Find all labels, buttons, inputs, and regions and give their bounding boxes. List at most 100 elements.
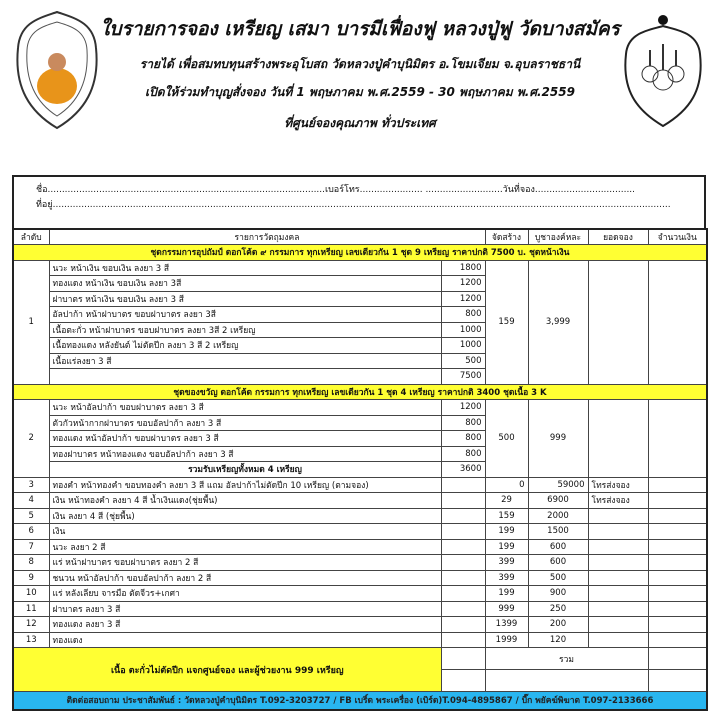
col-header-amount: จำนวนเงิน bbox=[647, 228, 708, 245]
col-header-no: ลำดับ bbox=[12, 228, 50, 245]
amount-input[interactable] bbox=[647, 585, 708, 602]
set-item-row: ทองแดง หน้าเงิน ขอบเงิน ลงยา 3สี 1200 bbox=[13, 275, 707, 292]
row-number: 9 bbox=[12, 569, 50, 586]
amount-input[interactable] bbox=[647, 476, 708, 493]
row-number: 2 bbox=[12, 399, 50, 478]
item-name bbox=[48, 368, 442, 385]
item-name: นวะ ลงยา 2 สี bbox=[48, 538, 442, 555]
table-row: 3 ทองคำ หน้าทองคำ ขอบทองคำ ลงยา 3 สี แถม … bbox=[12, 476, 708, 493]
amount-input[interactable] bbox=[647, 507, 708, 524]
booked-input[interactable] bbox=[587, 554, 649, 571]
col-header-item: รายการวัตถุมงคล bbox=[48, 228, 486, 245]
group2-banner-row: ชุดของขวัญ ดอกโค้ด กรรมการ ทุกเหรียญ เลข… bbox=[12, 383, 708, 400]
empty-cell bbox=[440, 476, 486, 493]
amount-input[interactable] bbox=[647, 616, 708, 633]
amount-input[interactable] bbox=[647, 399, 708, 478]
free-coin-note: เนื้อ ตะกั่วไม่ตัดปีก แจกศูนย์จอง และผู้… bbox=[12, 647, 442, 692]
booked-input[interactable] bbox=[587, 569, 649, 586]
booked-input[interactable] bbox=[587, 600, 649, 617]
row-number: 5 bbox=[12, 507, 50, 524]
contact-row: ติดต่อสอบถาม ประชาสัมพันธ์ : วัดหลวงปู่ค… bbox=[12, 691, 708, 710]
item-name: เนื้อตะกั่ว หน้าฝาบาตร ขอบฝาบาตร ลงยา 3ส… bbox=[48, 321, 442, 338]
empty-cell bbox=[440, 585, 486, 602]
amount-input[interactable] bbox=[647, 569, 708, 586]
set-item-row: 1 นวะ หน้าเงิน ขอบเงิน ลงยา 3 สี 1800 159 3,… bbox=[12, 259, 708, 385]
address-field[interactable]: ที่อยู่.................................… bbox=[36, 200, 671, 210]
set-price: 999 bbox=[527, 399, 589, 478]
made-quantity: 500 bbox=[484, 399, 529, 478]
booked-input[interactable]: โทรส่งจอง bbox=[587, 492, 649, 509]
row-number: 6 bbox=[12, 523, 50, 540]
item-name: ชนวน หน้าอัลปาก้า ขอบอัลปาก้า ลงยา 2 สี bbox=[48, 569, 442, 586]
item-name: ทองแดง หน้าเงิน ขอบเงิน ลงยา 3สี bbox=[48, 275, 442, 292]
item-value: 800 bbox=[440, 430, 486, 447]
table-row: 10 แร่ หลังเลียบ จารมือ ตัดจีวร+เกศา 199 90… bbox=[12, 585, 708, 602]
amount-input[interactable] bbox=[647, 523, 708, 540]
row-number: 13 bbox=[12, 631, 50, 648]
empty-cell bbox=[440, 616, 486, 633]
item-price: 250 bbox=[527, 600, 589, 617]
item-price: 600 bbox=[527, 554, 589, 571]
row-number: 8 bbox=[12, 554, 50, 571]
item-value: 1200 bbox=[440, 275, 486, 292]
booked-input[interactable]: โทรส่งจอง bbox=[587, 476, 649, 493]
made-quantity: 999 bbox=[484, 600, 529, 617]
booked-input[interactable] bbox=[587, 523, 649, 540]
amount-input[interactable] bbox=[647, 600, 708, 617]
made-quantity: 399 bbox=[484, 569, 529, 586]
item-name: ทองฝาบาตร หน้าทองแดง ขอบอัลปาก้า ลงยา 3 … bbox=[48, 445, 442, 462]
booked-input[interactable] bbox=[587, 616, 649, 633]
set-banner: ชุดกรรมการอุปถัมป์ ดอกโค้ด ๙ กรรมการ ทุก… bbox=[12, 244, 708, 261]
set-item-row: 2 นวะ หน้าอัลปาก้า ขอบฝาบาตร ลงยา 3 สี 120… bbox=[12, 399, 708, 478]
empty-cell bbox=[440, 554, 486, 571]
amount-input[interactable] bbox=[647, 631, 708, 648]
group1-banner-row: ชุดกรรมการอุปถัมป์ ดอกโค้ด ๙ กรรมการ ทุก… bbox=[12, 244, 708, 261]
booked-input[interactable] bbox=[587, 538, 649, 555]
item-value: 1000 bbox=[440, 321, 486, 338]
table-row: 9 ชนวน หน้าอัลปาก้า ขอบอัลปาก้า ลงยา 2 สี… bbox=[12, 569, 708, 586]
table-row: 4 เงิน หน้าทองคำ ลงยา 4 สี น้ำเงินแดง(ชุ่… bbox=[12, 492, 708, 509]
empty-cell bbox=[440, 669, 486, 692]
amount-input[interactable] bbox=[647, 259, 708, 385]
table-row: 7 นวะ ลงยา 2 สี 199 600 bbox=[12, 538, 708, 555]
made-quantity: 1399 bbox=[484, 616, 529, 633]
table-row: 6 เงิน 199 1500 bbox=[12, 523, 708, 540]
booked-input[interactable] bbox=[587, 507, 649, 524]
set-banner: ชุดของขวัญ ดอกโค้ด กรรมการ ทุกเหรียญ เลข… bbox=[12, 383, 708, 400]
made-quantity: 159 bbox=[484, 507, 529, 524]
amount-input[interactable] bbox=[647, 492, 708, 509]
item-price: 120 bbox=[527, 631, 589, 648]
total-amount-input[interactable] bbox=[647, 647, 708, 670]
made-quantity: 29 bbox=[484, 492, 529, 509]
empty-cell bbox=[440, 492, 486, 509]
temple-medallion-logo bbox=[16, 10, 98, 130]
booked-input[interactable] bbox=[587, 631, 649, 648]
item-name: ทองแดง ลงยา 3 สี bbox=[48, 616, 442, 633]
item-name: อัลปาก้า หน้าฝาบาตร ขอบฝาบาตร ลงยา 3สี bbox=[48, 306, 442, 323]
item-name: ทองคำ หน้าทองคำ ขอบทองคำ ลงยา 3 สี แถม อ… bbox=[48, 476, 442, 493]
item-name: ทองแดง หน้าอัลปาก้า ขอบฝาบาตร ลงยา 3 สี bbox=[48, 430, 442, 447]
booking-dates: เปิดให้ร่วมทำบุญสั่งจอง วันที่ 1 พฤษภาคม… bbox=[145, 85, 575, 99]
row-number: 4 bbox=[12, 492, 50, 509]
amount-input[interactable] bbox=[647, 538, 708, 555]
item-name: เนื้อแร่ลงยา 3 สี bbox=[48, 352, 442, 369]
amount-input[interactable] bbox=[647, 554, 708, 571]
item-name: แร่ หน้าฝาบาตร ขอบฝาบาตร ลงยา 2 สี bbox=[48, 554, 442, 571]
booking-location: ที่ศูนย์จองคุณภาพ ทั่วประเทศ bbox=[284, 116, 436, 130]
item-value: 1800 bbox=[440, 259, 486, 276]
empty-cell bbox=[440, 647, 486, 670]
row-number: 7 bbox=[12, 538, 50, 555]
name-phone-date-field[interactable]: ชื่อ....................................… bbox=[36, 185, 636, 195]
item-value: 1200 bbox=[440, 290, 486, 307]
made-quantity: 199 bbox=[484, 523, 529, 540]
item-price: 900 bbox=[527, 585, 589, 602]
booked-input[interactable] bbox=[587, 259, 649, 385]
empty-cell bbox=[440, 507, 486, 524]
item-value: 1000 bbox=[440, 337, 486, 354]
empty-cell bbox=[440, 631, 486, 648]
booked-input[interactable] bbox=[587, 585, 649, 602]
booked-input[interactable] bbox=[587, 399, 649, 478]
item-name: ฝาบาตร ลงยา 3 สี bbox=[48, 600, 442, 617]
table-row: 13 ทองแดง 1999 120 bbox=[12, 631, 708, 648]
item-price: 500 bbox=[527, 569, 589, 586]
